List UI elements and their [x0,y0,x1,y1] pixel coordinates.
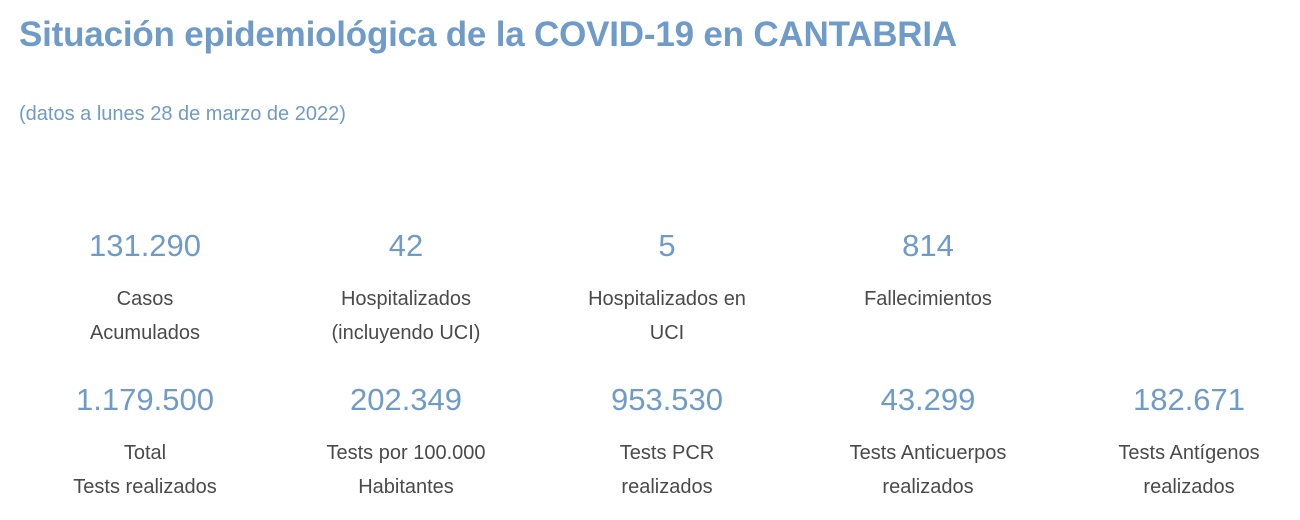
stat-value: 202.349 [349,382,463,417]
stat-label: Total Tests realizados [25,436,265,504]
stat-value: 1.179.500 [76,382,214,417]
stat-label: Casos Acumulados [25,282,265,350]
stat-label-line: Fallecimientos [864,288,992,310]
stat-tests-antigenos: 182.671 Tests Antígenos realizados [1069,382,1300,504]
stat-label-line: Hospitalizados en [588,288,746,310]
stat-label-line: realizados [882,476,974,498]
stat-label-line: Tests PCR [619,442,715,464]
stat-label-line: Casos [116,288,174,310]
stat-value: 182.671 [1132,382,1246,417]
stat-label-line: Hospitalizados [340,288,472,310]
stat-label-line: Habitantes [358,476,454,498]
stat-total-tests: 1.179.500 Total Tests realizados [25,382,265,504]
stat-label: Tests por 100.000 Habitantes [286,436,526,504]
stat-tests-pcr: 953.530 Tests PCR realizados [547,382,787,504]
stat-label-line: Tests realizados [73,476,217,498]
stat-tests-por-100000: 202.349 Tests por 100.000 Habitantes [286,382,526,504]
stat-fallecimientos: 814 Fallecimientos [808,228,1048,316]
stat-label-line: (incluyendo UCI) [331,322,481,344]
stat-value: 43.299 [880,382,976,417]
stat-label-line: realizados [1143,476,1235,498]
stat-value: 5 [658,228,676,263]
stat-label: Tests Anticuerpos realizados [808,436,1048,504]
stat-label-line: Tests por 100.000 [326,442,486,464]
stat-label-line: Tests Anticuerpos [849,442,1007,464]
stat-hospitalizados: 42 Hospitalizados (incluyendo UCI) [286,228,526,350]
stat-value: 953.530 [610,382,724,417]
stat-casos-acumulados: 131.290 Casos Acumulados [25,228,265,350]
stat-value: 42 [388,228,424,263]
stat-label: Tests Antígenos realizados [1069,436,1300,504]
stat-label: Hospitalizados (incluyendo UCI) [286,282,526,350]
data-date-subtitle: (datos a lunes 28 de marzo de 2022) [19,103,346,125]
stat-label: Tests PCR realizados [547,436,787,504]
page-title: Situación epidemiológica de la COVID-19 … [19,15,957,54]
stat-label: Hospitalizados en UCI [547,282,787,350]
stat-tests-anticuerpos: 43.299 Tests Anticuerpos realizados [808,382,1048,504]
stat-value: 814 [902,228,954,263]
stat-label-line: Acumulados [89,322,201,344]
stat-label-line: UCI [649,322,685,344]
stat-value: 131.290 [88,228,202,263]
stat-label-line: Tests Antígenos [1118,442,1260,464]
stat-label-line: realizados [621,476,713,498]
stat-label: Fallecimientos [808,282,1048,316]
stat-label-line: Total [123,442,167,464]
stat-hospitalizados-uci: 5 Hospitalizados en UCI [547,228,787,350]
